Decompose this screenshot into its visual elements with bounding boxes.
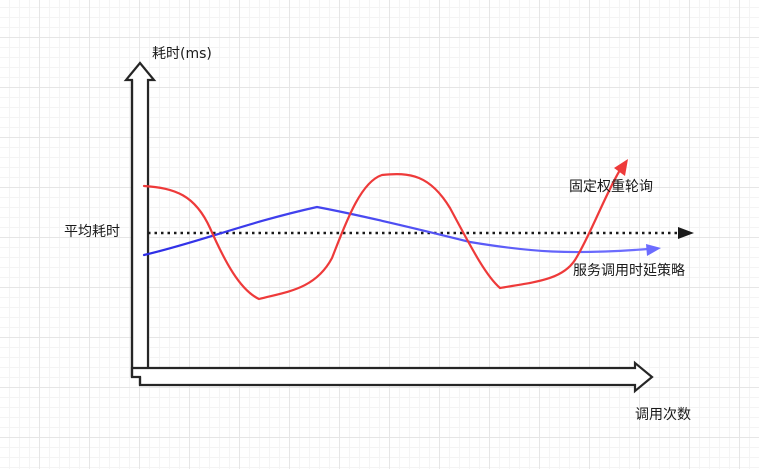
average-line-arrowhead <box>678 227 694 239</box>
series-label-fixed-weight: 固定权重轮询 <box>569 179 653 195</box>
series-latency-strategy-line <box>142 205 650 257</box>
series-fixed-weight-line <box>142 168 622 301</box>
series-latency-strategy-arrowhead <box>646 244 661 256</box>
average-line-label: 平均耗时 <box>64 224 120 240</box>
x-axis-label: 调用次数 <box>635 407 691 423</box>
series-label-latency-strategy: 服务调用时延策略 <box>573 263 685 279</box>
x-axis-arrow <box>130 360 654 394</box>
series-fixed-weight-arrowhead <box>614 159 628 176</box>
y-axis-arrow <box>123 61 157 377</box>
y-axis-label: 耗时(ms) <box>152 46 212 62</box>
